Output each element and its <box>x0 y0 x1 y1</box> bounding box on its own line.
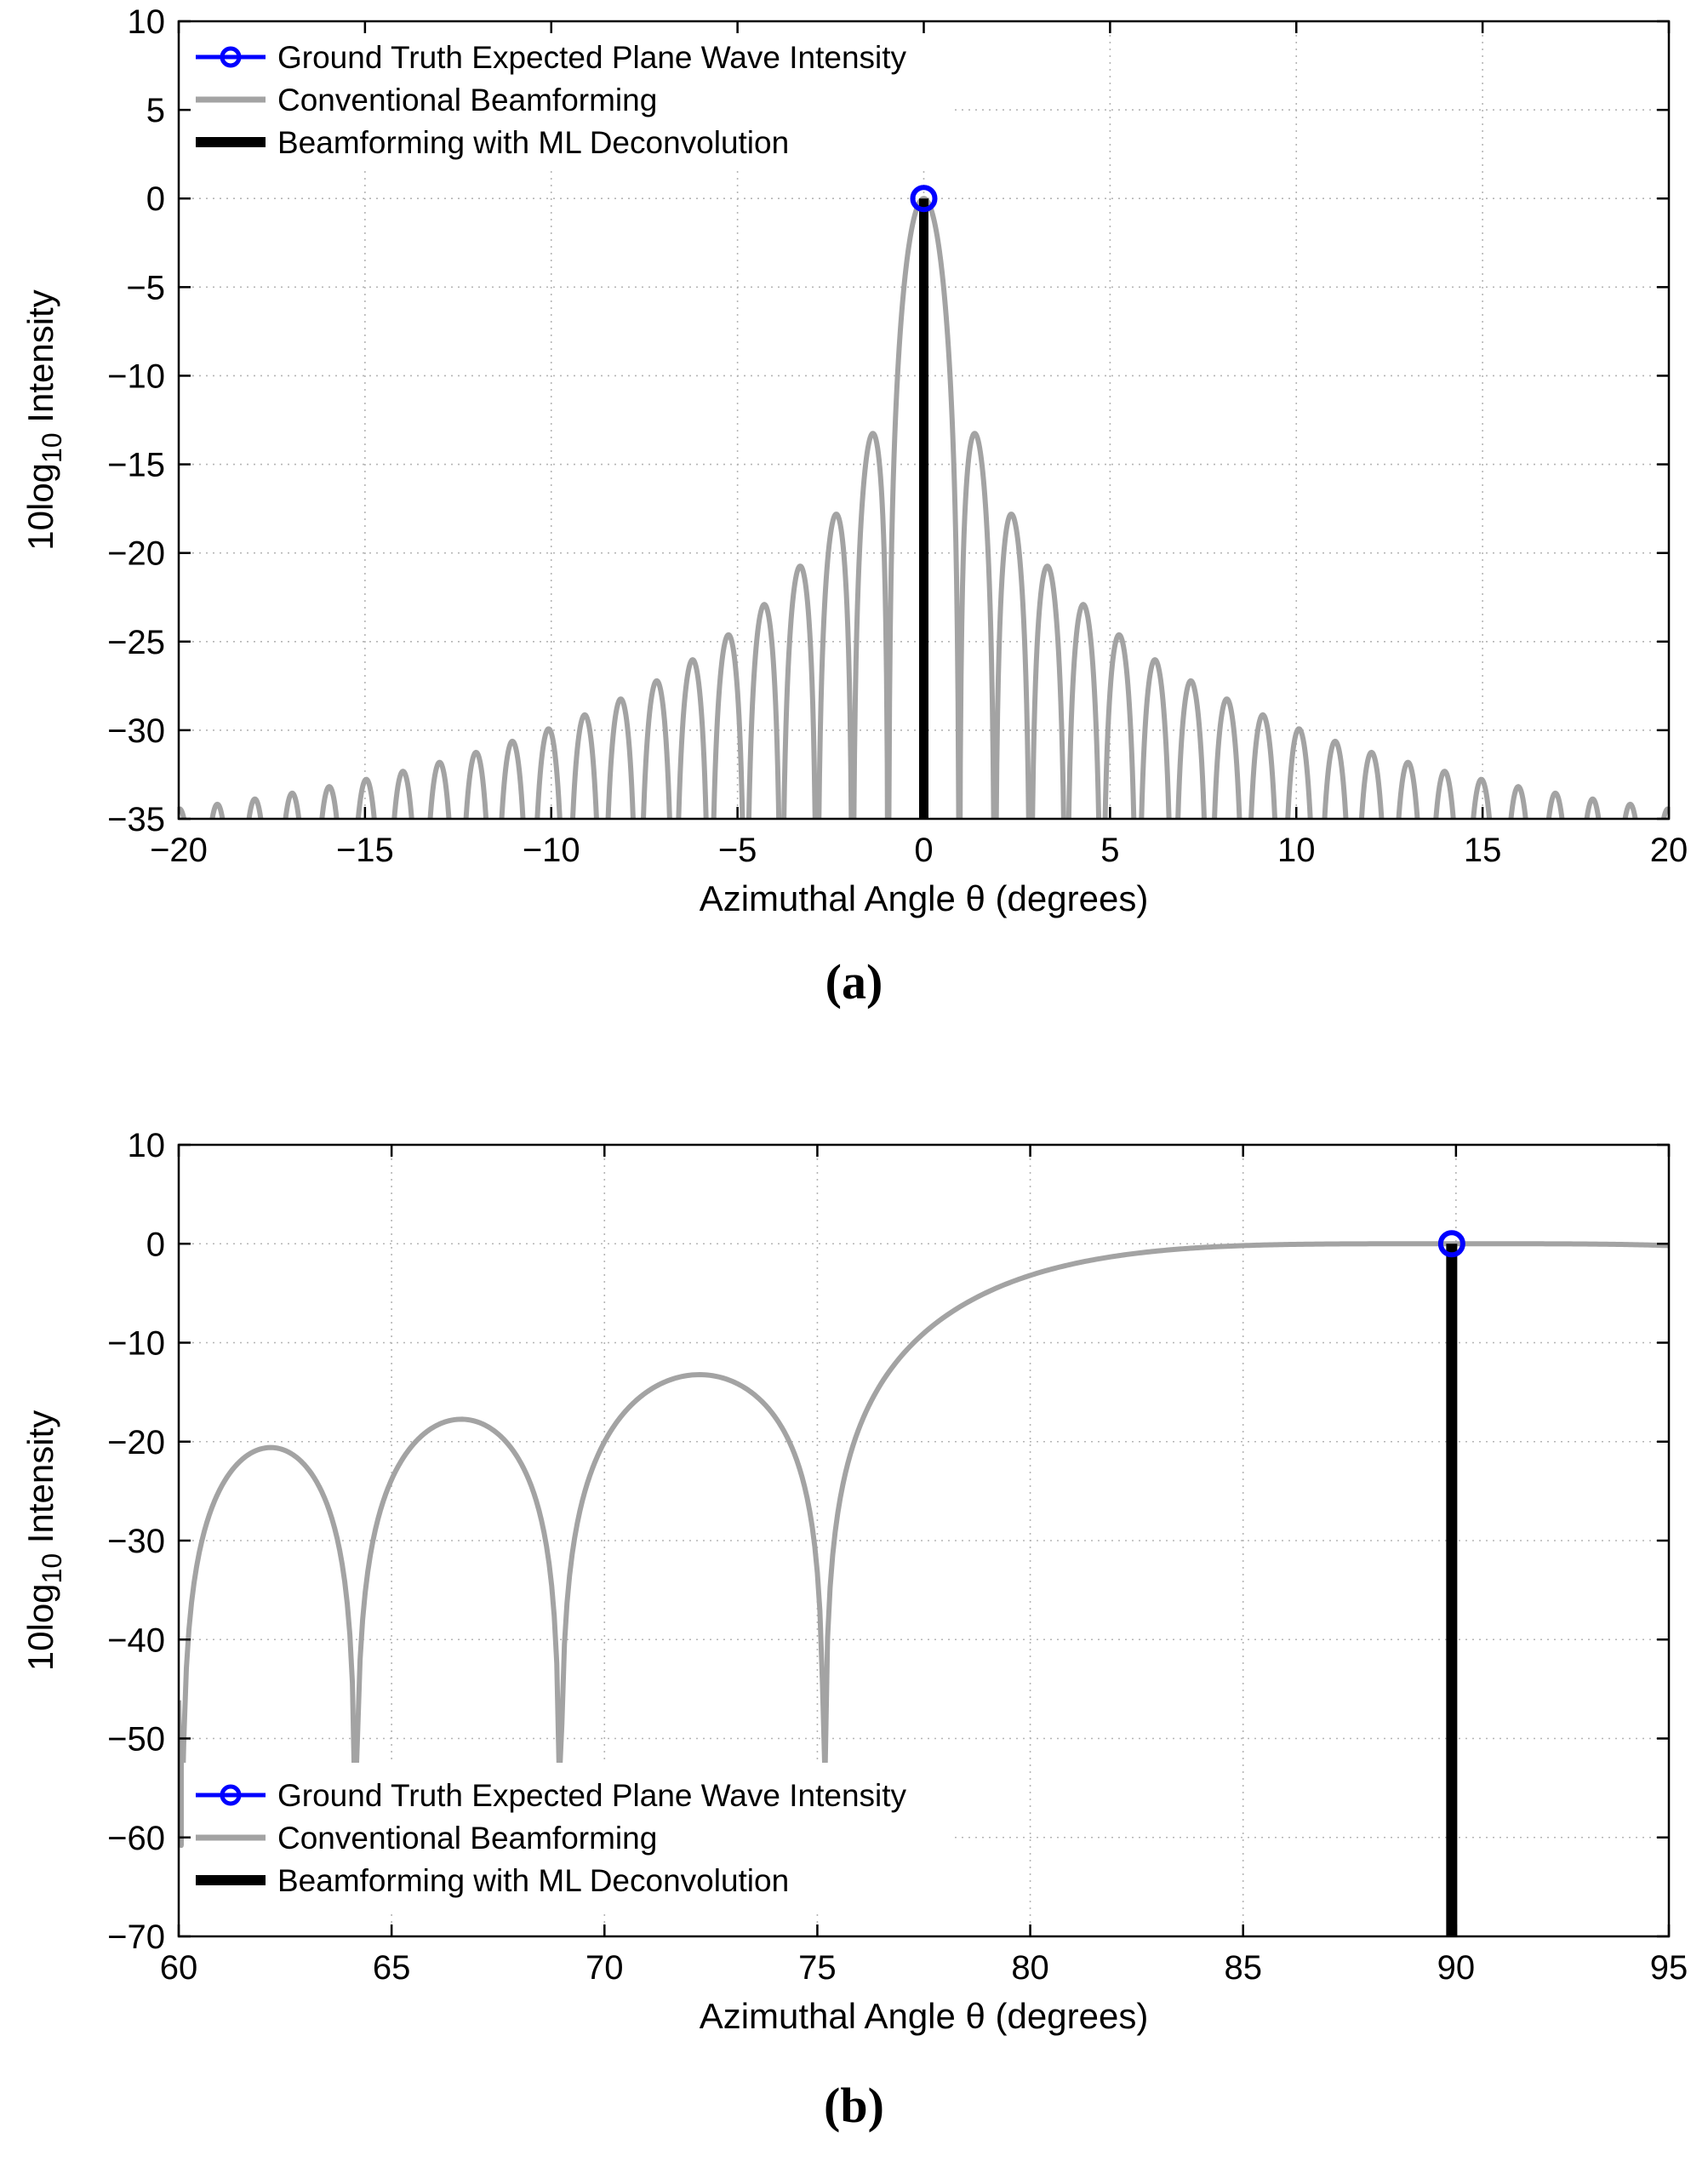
chart-a-caption: (a) <box>825 954 883 1009</box>
x-tick-label: −20 <box>150 832 208 869</box>
x-tick-label: 60 <box>160 1949 198 1987</box>
chart-a: Ground Truth Expected Plane Wave Intensi… <box>0 0 1708 1026</box>
legend-label: Ground Truth Expected Plane Wave Intensi… <box>277 40 907 75</box>
legend: Ground Truth Expected Plane Wave Intensi… <box>196 40 907 160</box>
x-tick-label: 0 <box>914 832 933 869</box>
y-tick-label: −30 <box>107 712 165 750</box>
y-tick-label: −25 <box>107 624 165 661</box>
legend-circle-marker-icon <box>220 1784 242 1806</box>
x-tick-label: 95 <box>1650 1949 1688 1987</box>
x-tick-label: 5 <box>1100 832 1119 869</box>
chart-b-caption: (b) <box>824 2078 884 2133</box>
x-tick-label: 10 <box>1277 832 1316 869</box>
legend-label: Conventional Beamforming <box>277 83 657 117</box>
legend-circle-marker-icon <box>220 46 242 68</box>
y-tick-label: 5 <box>146 92 165 129</box>
y-tick-label: −20 <box>107 1424 165 1461</box>
conventional-beamforming-curve <box>179 196 1669 819</box>
x-axis-label: Azimuthal Angle θ (degrees) <box>700 1996 1149 2036</box>
x-tick-label: 75 <box>798 1949 837 1987</box>
legend-label: Beamforming with ML Deconvolution <box>277 125 789 160</box>
x-tick-label: 15 <box>1464 832 1502 869</box>
legend-label: Ground Truth Expected Plane Wave Intensi… <box>277 1778 907 1813</box>
y-tick-label: −30 <box>107 1523 165 1560</box>
x-tick-label: 90 <box>1437 1949 1476 1987</box>
tick-marks <box>177 20 1671 821</box>
legend-background <box>184 1763 954 1909</box>
x-tick-label: 65 <box>373 1949 411 1987</box>
y-tick-label: 0 <box>146 1226 165 1263</box>
beampattern-plot-a: Ground Truth Expected Plane Wave Intensi… <box>20 3 1688 918</box>
ground-truth-marker <box>1437 1230 1465 1258</box>
conventional-beamforming-curve <box>179 1241 1669 1849</box>
legend-label: Conventional Beamforming <box>277 1821 657 1856</box>
y-tick-label: −60 <box>107 1820 165 1857</box>
x-axis-label: Azimuthal Angle θ (degrees) <box>700 878 1149 918</box>
y-tick-label: −20 <box>107 535 165 573</box>
x-tick-label: 20 <box>1650 832 1688 869</box>
y-tick-label: −5 <box>126 269 165 306</box>
tick-marks <box>177 1143 1671 1938</box>
y-tick-label: −50 <box>107 1721 165 1758</box>
legend: Ground Truth Expected Plane Wave Intensi… <box>196 1778 907 1898</box>
y-tick-label: 10 <box>128 1127 166 1164</box>
x-tick-label: −15 <box>336 832 394 869</box>
x-tick-label: −5 <box>718 832 757 869</box>
beampattern-plot-b: Ground Truth Expected Plane Wave Intensi… <box>20 1127 1688 2036</box>
y-tick-label: 0 <box>146 180 165 218</box>
y-axis-label: 10log10 Intensity <box>20 1410 67 1671</box>
y-tick-label: −70 <box>107 1919 165 1956</box>
y-tick-label: −15 <box>107 447 165 484</box>
y-tick-label: −40 <box>107 1621 165 1659</box>
legend-label: Beamforming with ML Deconvolution <box>277 1863 789 1898</box>
x-tick-label: 80 <box>1011 1949 1049 1987</box>
y-tick-label: −10 <box>107 1325 165 1363</box>
plot-area <box>179 185 1669 819</box>
y-tick-label: −10 <box>107 357 165 395</box>
ground-truth-marker <box>910 185 938 213</box>
chart-b: Ground Truth Expected Plane Wave Intensi… <box>0 1124 1708 2149</box>
y-axis-label: 10log10 Intensity <box>20 289 67 550</box>
x-tick-label: 70 <box>586 1949 624 1987</box>
y-tick-label: −35 <box>107 801 165 838</box>
plot-area <box>179 1230 1669 1936</box>
x-tick-label: 85 <box>1224 1949 1262 1987</box>
y-tick-label: 10 <box>128 3 166 41</box>
legend-background <box>184 25 954 171</box>
x-tick-label: −10 <box>523 832 580 869</box>
